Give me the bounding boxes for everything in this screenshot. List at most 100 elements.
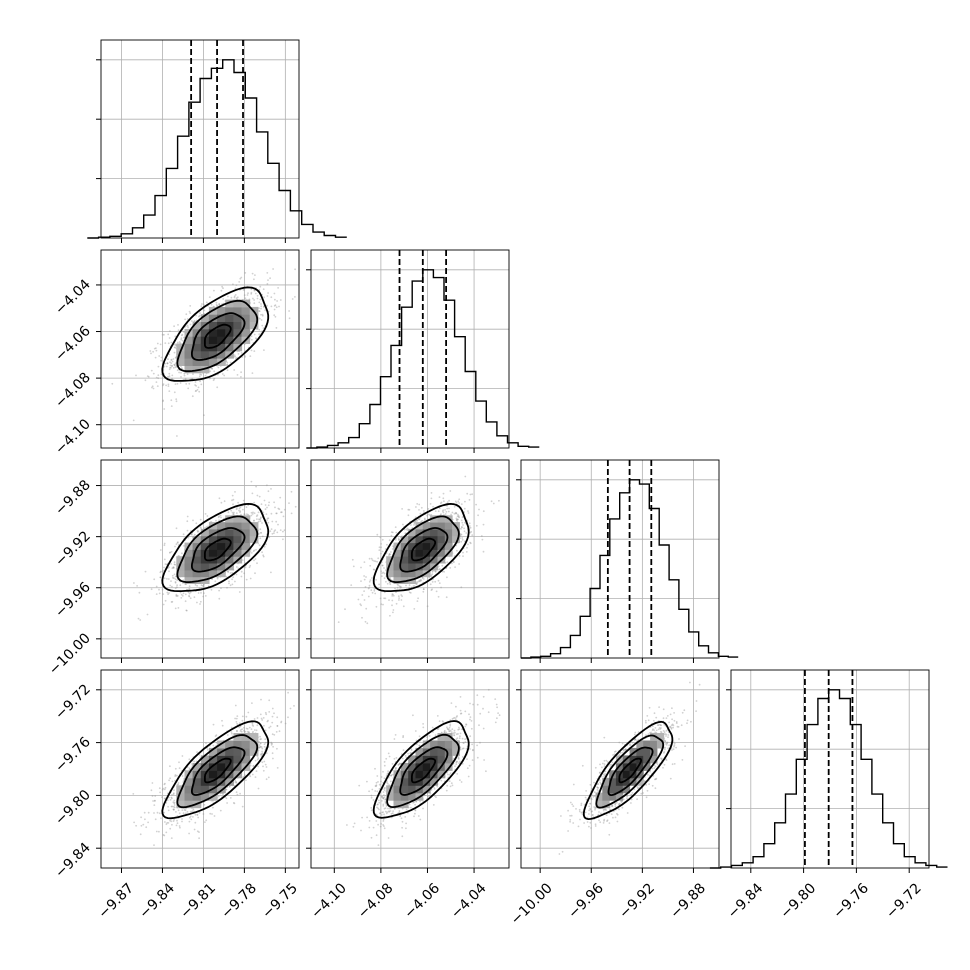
histogram-panel — [306, 249, 540, 453]
sample-point — [472, 703, 474, 706]
sample-point — [451, 562, 453, 565]
density-cell — [200, 755, 210, 764]
sample-point — [245, 779, 247, 781]
sample-point — [490, 500, 493, 503]
sample-point — [401, 826, 403, 829]
density-cell — [249, 747, 259, 756]
sample-point — [451, 718, 454, 720]
sample-point — [235, 782, 238, 784]
sample-point — [227, 571, 230, 573]
sample-point — [180, 337, 183, 340]
sample-point — [247, 731, 250, 734]
sample-point — [260, 319, 263, 321]
sample-point — [167, 822, 170, 824]
sample-point — [183, 545, 185, 547]
sample-point — [481, 538, 484, 541]
sample-point — [206, 525, 209, 528]
sample-point — [370, 836, 373, 839]
sample-point — [431, 588, 433, 591]
sample-point — [614, 805, 617, 808]
sample-point — [176, 435, 178, 437]
sample-point — [238, 726, 241, 729]
sample-point — [253, 302, 256, 305]
sample-point — [171, 364, 174, 367]
sample-point — [247, 513, 250, 516]
sample-point — [441, 510, 444, 513]
sample-point — [263, 745, 266, 748]
sample-point — [416, 503, 419, 505]
density-cell — [241, 522, 251, 530]
sample-point — [465, 747, 468, 750]
sample-point — [487, 711, 490, 714]
sample-point — [482, 523, 485, 526]
sample-point — [187, 326, 190, 329]
sample-point — [177, 782, 180, 784]
sample-point — [194, 584, 197, 586]
sample-point — [458, 737, 461, 740]
sample-point — [380, 814, 383, 816]
sample-point — [453, 729, 456, 732]
sample-point — [241, 728, 244, 731]
sample-point — [167, 593, 170, 596]
sample-point — [166, 362, 169, 365]
sample-point — [449, 724, 452, 727]
sample-point — [294, 268, 296, 271]
sample-point — [402, 605, 405, 608]
sample-point — [250, 514, 253, 517]
sample-point — [365, 607, 368, 610]
density-cell — [650, 747, 658, 756]
sample-point — [210, 588, 213, 591]
sample-point — [194, 384, 197, 386]
sample-point — [174, 774, 177, 776]
density-cell — [437, 515, 446, 523]
sample-point — [400, 586, 403, 589]
sample-point — [269, 530, 272, 533]
sample-point — [261, 535, 264, 538]
sample-point — [592, 796, 595, 798]
sample-point — [167, 333, 170, 336]
sample-point — [259, 742, 262, 744]
sample-point — [436, 728, 439, 731]
sample-point — [259, 537, 262, 540]
sample-point — [466, 767, 469, 770]
sample-point — [187, 536, 190, 539]
sample-point — [383, 577, 386, 580]
sample-point — [245, 715, 248, 718]
sample-point — [418, 744, 421, 747]
sample-point — [386, 811, 389, 813]
sample-point — [287, 691, 289, 694]
sample-point — [419, 800, 421, 803]
sample-point — [651, 729, 654, 732]
contour-line — [411, 537, 437, 562]
sample-point — [412, 714, 414, 717]
sample-point — [461, 747, 464, 750]
sample-point — [448, 774, 451, 776]
sample-point — [293, 705, 295, 707]
sample-point — [243, 294, 246, 296]
density-cell — [200, 569, 210, 578]
sample-point — [144, 570, 147, 573]
sample-point — [634, 731, 637, 734]
sample-point — [589, 808, 592, 811]
sample-point — [671, 763, 674, 766]
sample-point — [654, 787, 657, 790]
sample-point — [216, 386, 219, 389]
sample-point — [236, 507, 238, 509]
density-cell — [184, 556, 194, 564]
sample-point — [666, 741, 668, 744]
sample-point — [170, 563, 173, 565]
sample-point — [459, 779, 461, 781]
density-cell — [176, 563, 185, 571]
sample-point — [378, 549, 381, 551]
sample-point — [255, 515, 258, 518]
sample-point — [233, 354, 236, 357]
sample-point — [375, 579, 377, 581]
sample-point — [496, 717, 498, 720]
sample-point — [384, 807, 387, 809]
sample-point — [643, 780, 646, 783]
sample-point — [169, 777, 172, 780]
sample-point — [290, 512, 293, 515]
sample-point — [239, 510, 242, 513]
sample-point — [408, 803, 411, 806]
sample-point — [177, 783, 180, 786]
